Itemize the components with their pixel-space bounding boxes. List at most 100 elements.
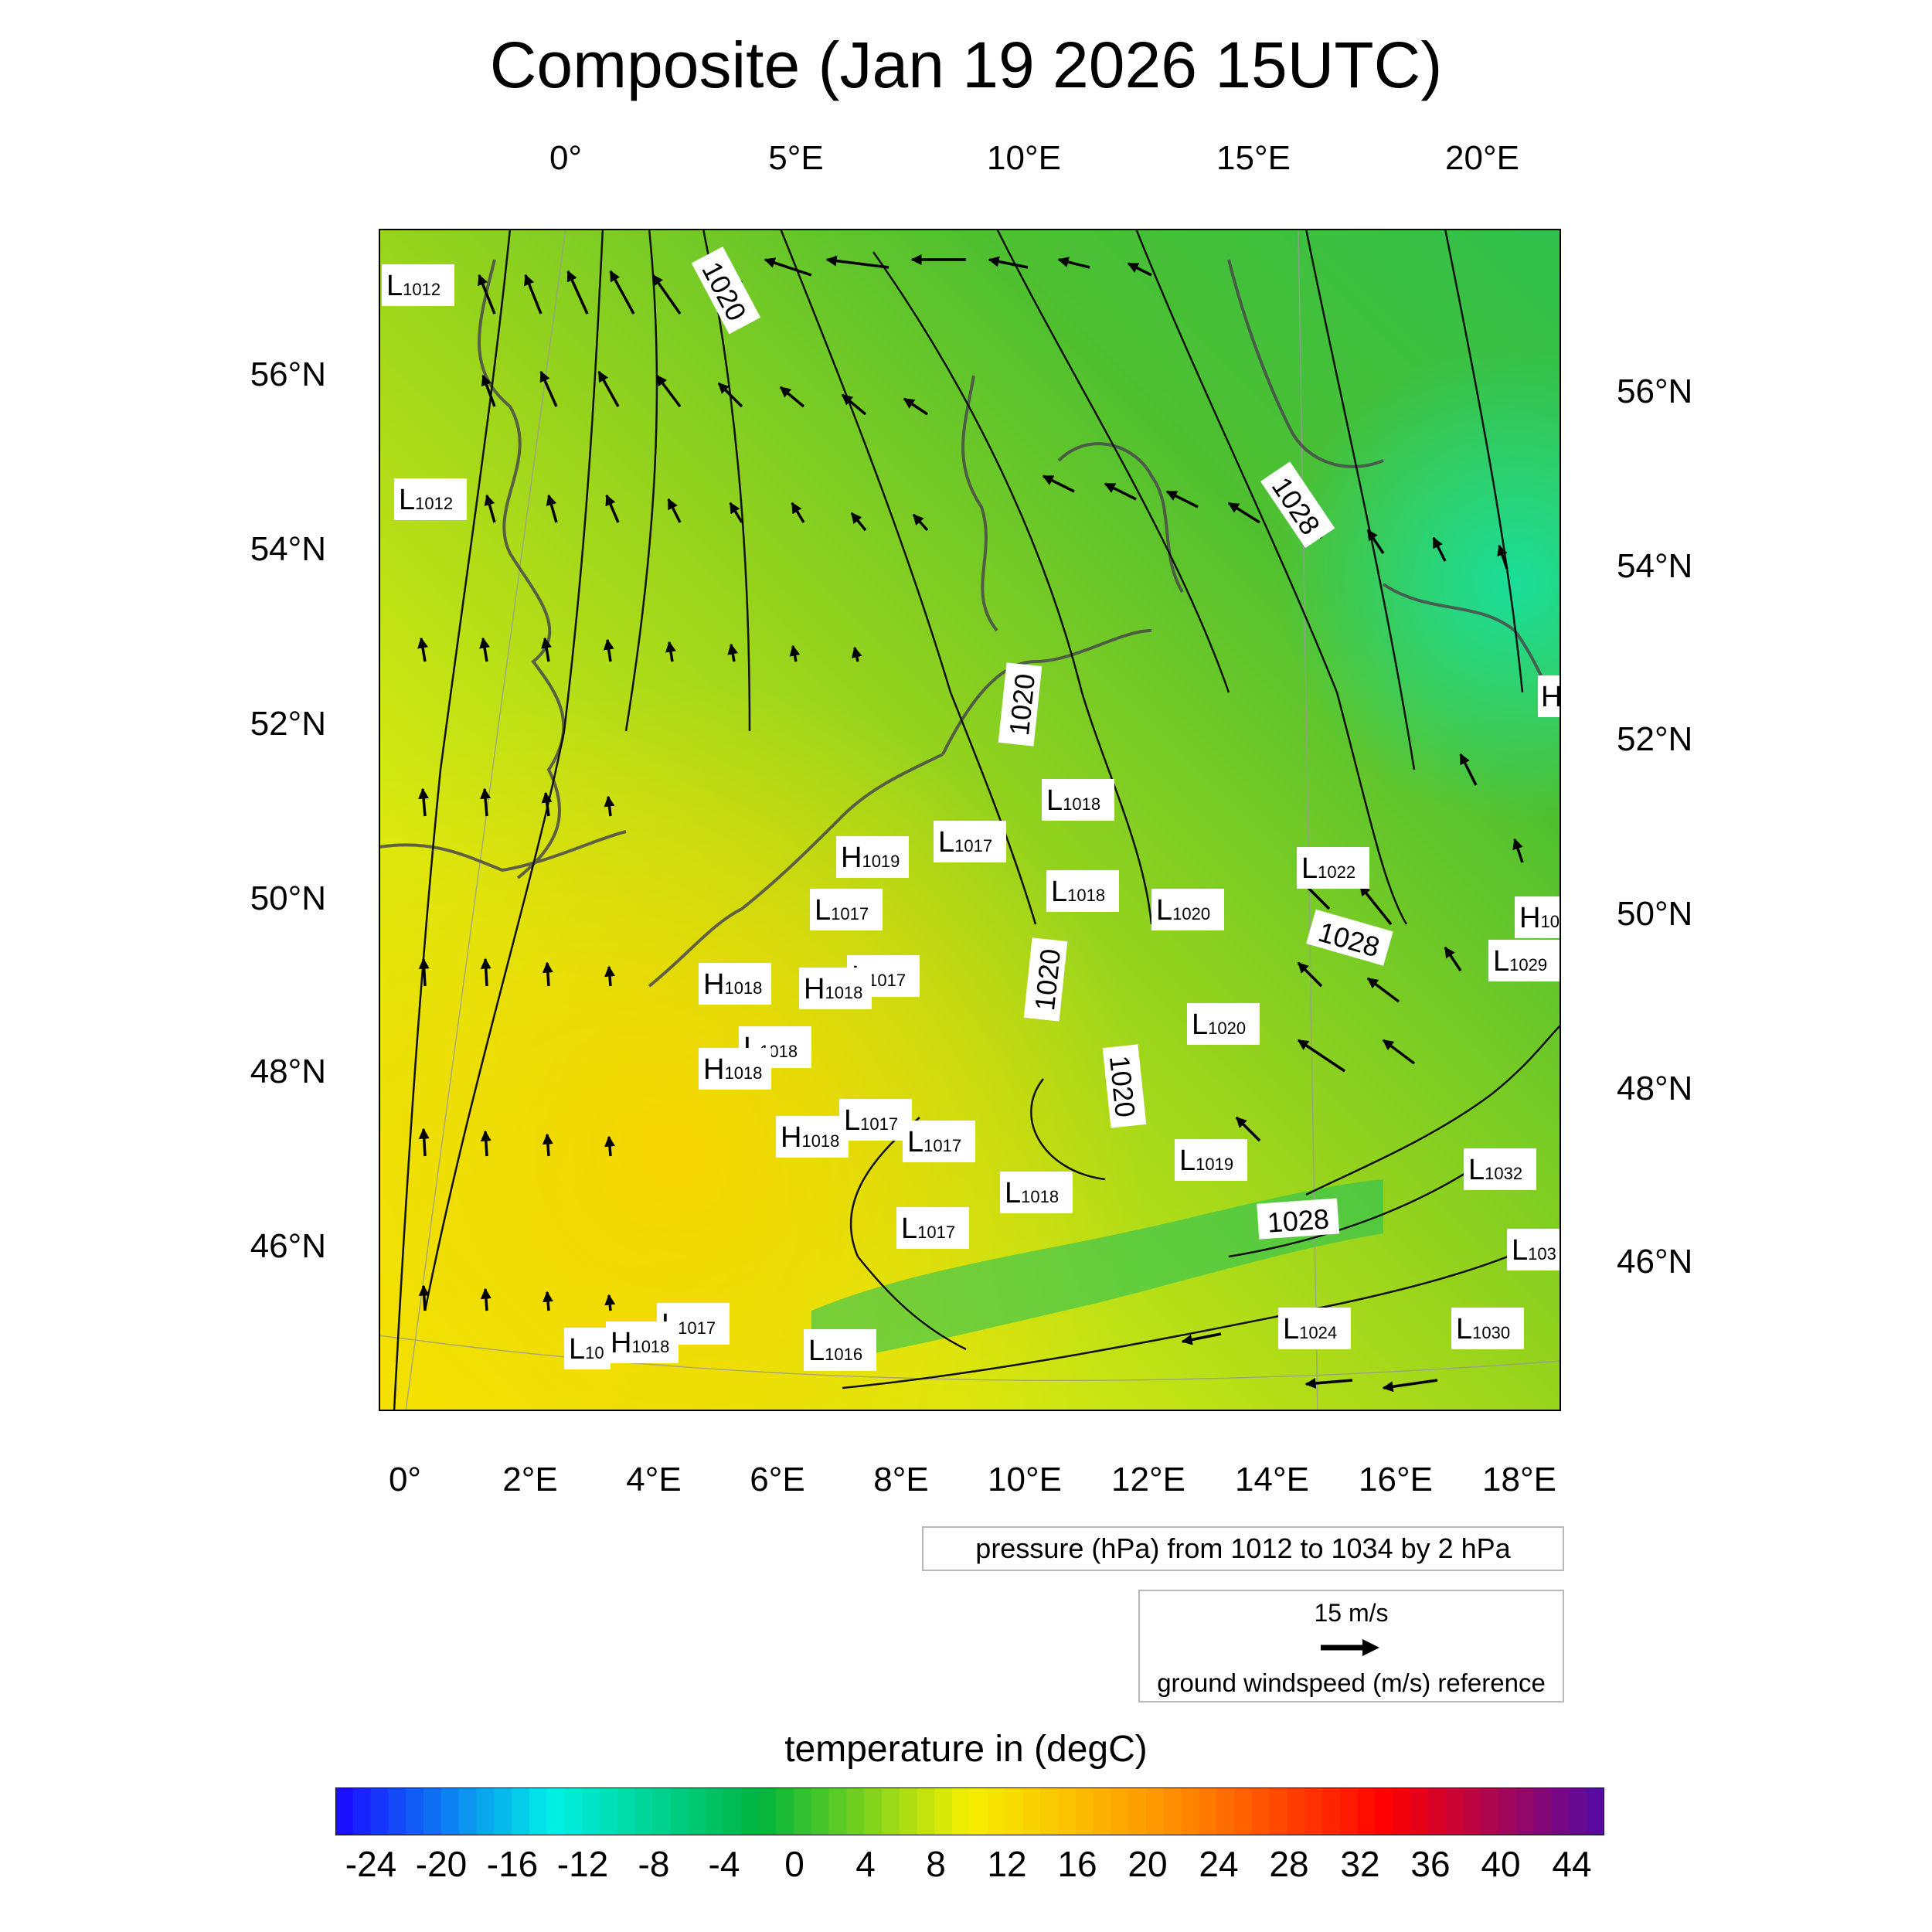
colorbar-swatch [1058, 1787, 1077, 1835]
pressure-center-type: L [844, 1104, 860, 1137]
chart-title: Composite (Jan 19 2026 15UTC) [489, 29, 1443, 101]
pressure-center-type: L [815, 894, 831, 927]
colorbar-swatch [1304, 1787, 1323, 1835]
colorbar-swatch [1269, 1787, 1287, 1835]
pressure-center-type: L [901, 1213, 917, 1245]
pressure-center-type: L [808, 1335, 825, 1367]
colorbar-swatch [1075, 1787, 1094, 1835]
pressure-center-type: H [703, 1053, 724, 1086]
colorbar-swatch [1040, 1787, 1059, 1835]
pressure-center-type: L [399, 484, 415, 516]
colorbar-label: -24 [345, 1844, 397, 1884]
left-lat-label: 52°N [250, 705, 326, 743]
svg-text:H1018: H1018 [703, 968, 762, 1001]
pressure-center-value: 103 [1528, 1244, 1556, 1264]
colorbar-title: temperature in (degC) [784, 1729, 1148, 1770]
pressure-center-value: 1018 [1021, 1187, 1059, 1206]
pressure-center-type: H [1541, 681, 1561, 713]
colorbar-swatch [1163, 1787, 1182, 1835]
colorbar-swatch [1005, 1787, 1023, 1835]
colorbar-label: 4 [855, 1844, 876, 1884]
pressure-center-value: 1018 [631, 1337, 669, 1356]
pressure-center-value: 1018 [724, 978, 762, 998]
pressure-center-type: L [1192, 1009, 1208, 1041]
right-lat-label: 50°N [1617, 895, 1693, 933]
svg-text:L1032: L1032 [1468, 1154, 1522, 1186]
colorbar-swatch [987, 1787, 1006, 1835]
colorbar-swatch [1234, 1787, 1253, 1835]
colorbar-swatch [1093, 1787, 1111, 1835]
colorbar-label: 16 [1057, 1844, 1097, 1884]
svg-text:L10: L10 [569, 1333, 604, 1366]
colorbar-swatch [758, 1787, 777, 1835]
pressure-center-type: L [1301, 852, 1318, 885]
colorbar-swatch [1111, 1787, 1129, 1835]
colorbar-swatch [1146, 1787, 1165, 1835]
bottom-lon-label: 8°E [873, 1461, 929, 1498]
colorbar-swatch [1357, 1787, 1376, 1835]
colorbar-swatch [406, 1787, 424, 1835]
pressure-center-value: 1017 [923, 1136, 961, 1155]
svg-text:L1029: L1029 [1493, 945, 1547, 978]
pressure-center-type: L [1156, 894, 1172, 927]
bottom-lon-label: 16°E [1359, 1461, 1433, 1498]
colorbar-swatch [688, 1787, 706, 1835]
colorbar-swatch [776, 1787, 794, 1835]
colorbar-swatch [828, 1787, 847, 1835]
colorbar-swatch [1551, 1787, 1570, 1835]
contour-label: 1028 [1266, 1202, 1330, 1238]
pressure-center-value: 1017 [917, 1223, 955, 1242]
pressure-center-type: H [781, 1121, 801, 1154]
pressure-center-type: L [938, 826, 954, 859]
pressure-center-value: 1017 [868, 971, 906, 990]
left-lat-label: 56°N [250, 355, 326, 393]
wind-reference-value: 15 m/s [1314, 1599, 1389, 1627]
colorbar-swatch [1427, 1787, 1447, 1835]
pressure-center-value: 1019 [862, 852, 900, 871]
pressure-center-value: 1018 [825, 983, 862, 1002]
svg-text:L1030: L1030 [1456, 1313, 1510, 1345]
right-lat-label: 48°N [1617, 1070, 1693, 1107]
pressure-center-type: L [569, 1333, 585, 1366]
colorbar-swatch [1128, 1787, 1147, 1835]
pressure-center-value: 10 [1540, 912, 1559, 931]
colorbar-swatch [917, 1787, 935, 1835]
pressure-center-type: H [703, 968, 724, 1001]
svg-text:H1018: H1018 [611, 1327, 669, 1359]
contour-label: 1020 [1003, 672, 1041, 737]
pressure-center-type: L [1051, 876, 1067, 908]
svg-text:L1020: L1020 [1192, 1009, 1246, 1041]
colorbar-swatch [494, 1787, 512, 1835]
colorbar-swatch [1199, 1787, 1217, 1835]
colorbar-label: -16 [486, 1844, 539, 1884]
svg-text:L1018: L1018 [1005, 1177, 1059, 1209]
svg-text:L103: L103 [1512, 1234, 1556, 1267]
colorbar-swatch [352, 1787, 372, 1835]
colorbar-swatch [388, 1787, 406, 1835]
colorbar-label: 40 [1481, 1844, 1521, 1884]
colorbar-swatch [864, 1787, 883, 1835]
pressure-center-value: 1018 [1063, 794, 1100, 814]
colorbar-label: 36 [1410, 1844, 1451, 1884]
svg-text:L1016: L1016 [808, 1335, 862, 1367]
colorbar-swatch [1481, 1787, 1499, 1835]
pressure-center-value: 1020 [1172, 904, 1210, 923]
top-lon-label: 10°E [987, 139, 1061, 177]
colorbar-swatch [529, 1787, 548, 1835]
colorbar-swatch [423, 1787, 442, 1835]
colorbar-swatch [617, 1787, 636, 1835]
colorbar-swatch [1410, 1787, 1429, 1835]
contour-label: 1020 [1029, 947, 1066, 1012]
pressure-center-value: 1024 [1299, 1323, 1337, 1342]
colorbar-swatch [723, 1787, 742, 1835]
colorbar-swatch [846, 1787, 865, 1835]
svg-text:L1018: L1018 [1051, 876, 1105, 908]
pressure-center-type: L [1283, 1313, 1299, 1345]
colorbar-label: 44 [1552, 1844, 1592, 1884]
colorbar-swatch [1587, 1787, 1604, 1835]
colorbar-swatch [934, 1787, 953, 1835]
pressure-center-value: 1017 [678, 1318, 716, 1338]
bottom-lon-label: 0° [388, 1461, 422, 1498]
colorbar-label: 32 [1340, 1844, 1380, 1884]
colorbar-swatch [1515, 1787, 1535, 1835]
